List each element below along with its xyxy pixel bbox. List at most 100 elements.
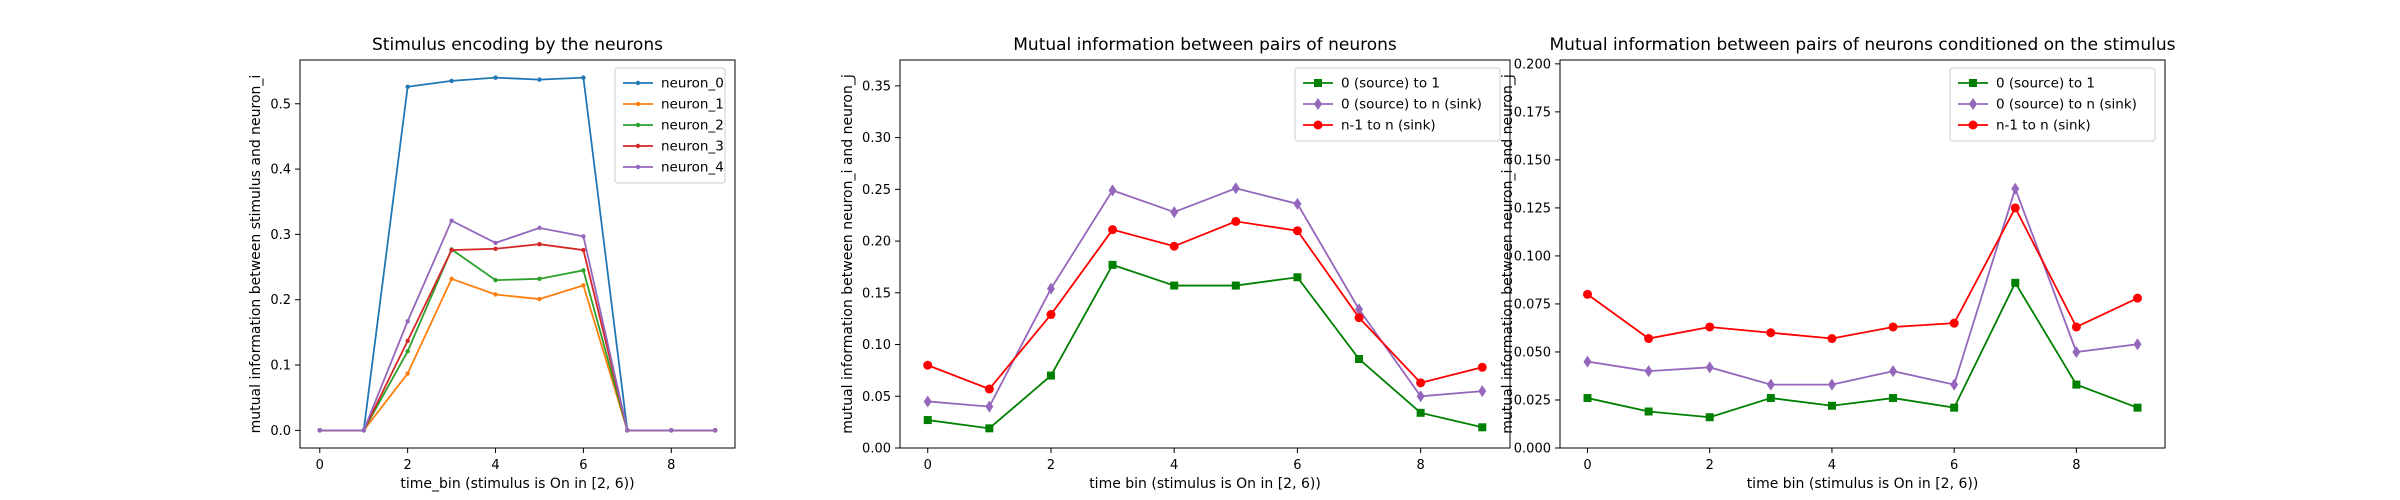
data-point	[2071, 322, 2081, 332]
data-point	[581, 75, 586, 80]
data-point	[1046, 282, 1055, 295]
y-tick-label: 0.5	[270, 97, 291, 112]
series-line-2	[1587, 185, 2138, 386]
x-tick-label: 8	[1417, 458, 1425, 473]
data-point	[1170, 281, 1179, 290]
y-tick-label: 0.20	[862, 235, 891, 250]
data-point	[405, 371, 410, 376]
legend-marker	[635, 164, 641, 170]
x-tick-label: 0	[316, 458, 324, 473]
y-tick-label: 0.150	[1514, 153, 1551, 168]
data-point	[1949, 318, 1959, 328]
y-tick-label: 0.025	[1514, 393, 1551, 408]
data-point	[1644, 334, 1654, 344]
x-tick-label: 2	[1706, 458, 1714, 473]
data-point	[537, 77, 542, 82]
data-point	[1478, 423, 1487, 432]
data-point	[1046, 371, 1055, 380]
data-point	[1477, 362, 1487, 372]
y-tick-label: 0.30	[862, 131, 891, 146]
data-point	[1705, 322, 1715, 332]
data-point	[581, 234, 586, 239]
y-tick-label: 0.175	[1514, 105, 1551, 120]
data-point	[923, 360, 933, 370]
legend-label: neuron_4	[661, 160, 724, 176]
data-point	[1292, 226, 1302, 236]
data-point	[1644, 365, 1653, 378]
legend-label: 0 (source) to 1	[1341, 76, 1440, 92]
legend-marker	[1968, 120, 1978, 130]
legend-label: neuron_1	[661, 97, 724, 113]
data-point	[669, 428, 674, 433]
y-axis-label: mutual information between stimulus and …	[248, 75, 264, 434]
y-tick-label: 0.075	[1514, 297, 1551, 312]
legend-label: 0 (source) to n (sink)	[1341, 97, 1482, 113]
data-point	[581, 268, 586, 273]
data-point	[1705, 413, 1714, 422]
x-tick-label: 4	[1828, 458, 1836, 473]
x-axis-label: time bin (stimulus is On in [2, 6))	[1089, 476, 1321, 492]
y-tick-label: 0.00	[862, 442, 891, 457]
x-tick-label: 8	[2072, 458, 2080, 473]
data-point	[1950, 403, 1959, 412]
chart-title: Stimulus encoding by the neurons	[372, 35, 663, 55]
data-point	[1108, 260, 1117, 269]
data-point	[1827, 334, 1837, 344]
data-point	[1766, 328, 1776, 338]
x-tick-label: 0	[924, 458, 932, 473]
y-tick-label: 0.0	[270, 424, 291, 439]
data-point	[1355, 355, 1364, 364]
series-line-5	[319, 219, 716, 432]
legend-label: neuron_3	[661, 139, 724, 155]
data-point	[581, 283, 586, 288]
x-tick-label: 6	[1293, 458, 1301, 473]
chart-panel-3: Mutual information between pairs of neur…	[1500, 35, 2176, 492]
series-line-2	[319, 277, 716, 432]
data-point	[1416, 390, 1425, 403]
data-point	[493, 240, 498, 246]
chart-panel-1: Stimulus encoding by the neurons 0 2 4 6 8 0.0…	[248, 35, 736, 492]
data-point	[2010, 203, 2020, 213]
legend-marker	[1969, 79, 1977, 87]
data-point	[1705, 361, 1714, 374]
legend-marker	[635, 80, 641, 86]
data-point	[1950, 378, 1959, 391]
data-point	[493, 292, 498, 297]
y-tick-label: 0.05	[862, 390, 891, 405]
legend: 0 (source) to 1 0 (source) to n (sink) n-1…	[1294, 67, 1501, 142]
legend-label: 0 (source) to 1	[1996, 76, 2095, 92]
y-tick-label: 0.100	[1514, 249, 1551, 264]
legend-box	[614, 67, 726, 184]
data-point	[1583, 289, 1592, 299]
y-tick-label: 0.10	[862, 338, 891, 353]
y-tick-label: 0.35	[862, 79, 891, 94]
data-point	[1889, 365, 1898, 378]
plot-frame	[899, 59, 1511, 449]
x-tick-label: 6	[1950, 458, 1958, 473]
data-point	[1046, 310, 1056, 320]
data-point	[1889, 394, 1898, 403]
series-line-1	[927, 263, 1483, 430]
data-point	[449, 78, 454, 84]
data-point	[1169, 241, 1179, 251]
data-point	[493, 75, 498, 80]
legend-label: 0 (source) to n (sink)	[1996, 97, 2137, 113]
data-point	[405, 84, 410, 89]
legend-label: neuron_0	[661, 76, 724, 92]
data-point	[537, 242, 542, 247]
legend-marker	[1969, 98, 1977, 110]
data-point	[2133, 403, 2142, 412]
y-axis-label: mutual information between neuron_i and …	[1500, 74, 1516, 434]
data-point	[449, 247, 454, 253]
data-point	[1478, 385, 1487, 398]
data-point	[1108, 184, 1117, 197]
data-point	[985, 400, 994, 413]
legend-marker	[635, 122, 641, 128]
data-point	[1827, 401, 1836, 410]
data-point	[493, 277, 498, 283]
data-point	[317, 428, 322, 433]
y-tick-label: 0.3	[270, 228, 291, 243]
y-tick-label: 0.2	[270, 293, 291, 308]
data-point	[985, 424, 994, 433]
